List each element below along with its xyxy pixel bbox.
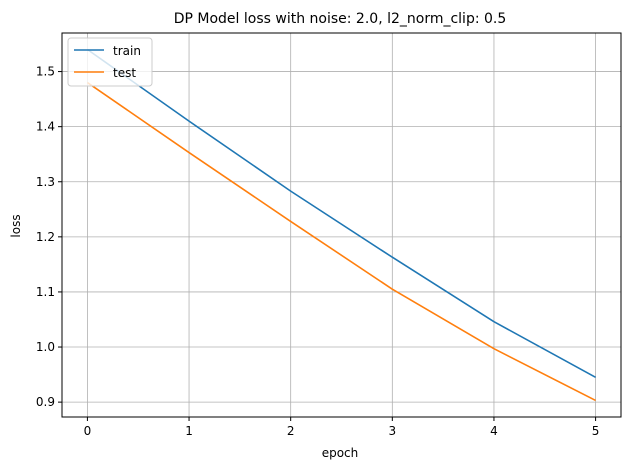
y-tick-label: 1.1	[36, 285, 55, 299]
y-tick-label: 1.3	[36, 175, 55, 189]
series-line-train	[86, 48, 596, 379]
x-tick-label: 4	[490, 424, 498, 438]
y-tick-label: 1.5	[36, 65, 55, 79]
series-line-test	[86, 81, 596, 402]
x-tick-label: 0	[84, 424, 92, 438]
y-tick-label: 1.0	[36, 340, 55, 354]
y-axis-label: loss	[9, 214, 23, 237]
x-axis-label: epoch	[322, 446, 359, 460]
y-tick-label: 0.9	[36, 395, 55, 409]
x-tick-label: 1	[185, 424, 193, 438]
x-tick-label: 5	[592, 424, 600, 438]
x-tick-label: 2	[287, 424, 295, 438]
legend-label-test: test	[113, 66, 136, 80]
plot-frame	[61, 32, 622, 418]
y-tick-label: 1.2	[36, 230, 55, 244]
x-axis-ticks: 0 1 2 3 4 5	[84, 417, 600, 438]
y-tick-label: 1.4	[36, 120, 55, 134]
chart-title: DP Model loss with noise: 2.0, l2_norm_c…	[174, 11, 507, 27]
plot-lines	[86, 48, 596, 402]
x-tick-label: 3	[388, 424, 396, 438]
legend: train test	[67, 37, 153, 87]
grid	[62, 33, 621, 417]
legend-label-train: train	[113, 44, 141, 58]
y-axis-ticks: 0.9 1.0 1.1 1.2 1.3 1.4 1.5	[36, 65, 62, 409]
